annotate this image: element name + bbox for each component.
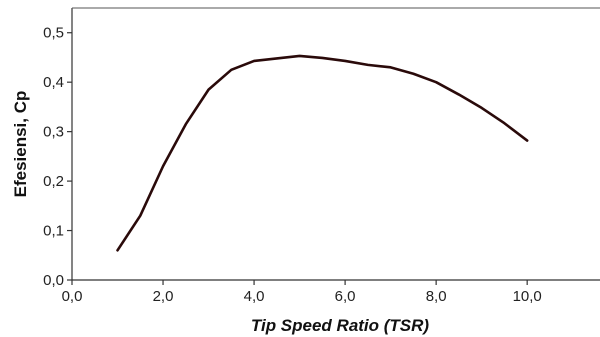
x-tick-label: 4,0 [244,288,265,305]
x-tick-label: 8,0 [426,288,447,305]
data-point [207,88,210,91]
x-tick-label: 6,0 [335,288,356,305]
plot-area [72,8,600,280]
data-point [253,60,255,62]
data-point [480,106,483,109]
data-point [116,249,119,252]
x-axis-title: Tip Speed Ratio (TSR) [251,316,430,335]
y-axis-title: Efesiensi, Cp [11,91,30,198]
y-tick-label: 0,4 [43,74,64,91]
data-point [298,55,301,57]
data-point [366,63,369,66]
y-tick-label: 0,0 [43,272,64,289]
data-point [275,57,278,60]
y-tick-label: 0,5 [43,25,64,42]
data-point [457,93,460,96]
x-tick-label: 2,0 [153,288,174,305]
y-tick-label: 0,3 [43,124,64,141]
data-point [230,68,233,71]
ticks: 0,0 0,1 0,2 0,3 0,4 0,5 0,0 2,0 4,0 6,0 8,0 10,0 [43,25,542,305]
x-tick-label: 10,0 [513,288,542,305]
x-tick-label: 0,0 [62,288,83,305]
y-tick-label: 0,2 [43,173,64,190]
data-point [139,214,142,217]
data-point [184,123,187,126]
data-point [435,81,438,84]
data-point [526,139,529,142]
data-point [503,122,506,125]
data-point [162,165,164,168]
data-point [389,66,392,69]
data-point [321,57,324,59]
axes [71,7,600,281]
y-tick-label: 0,1 [43,223,64,240]
series [116,54,529,252]
data-point [412,72,415,75]
data-point [344,60,347,62]
